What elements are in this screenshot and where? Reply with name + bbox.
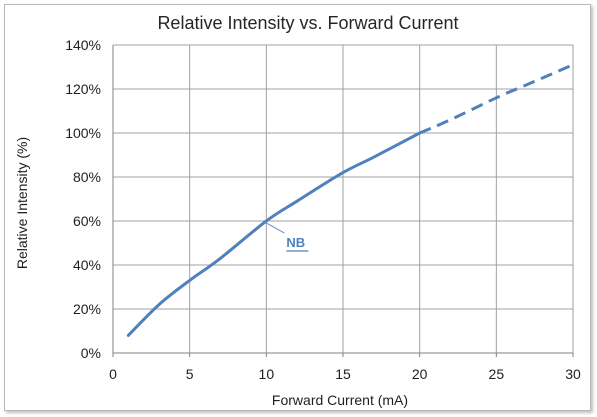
annotation-leader-line xyxy=(266,222,285,234)
y-tick-labels: 0% 20% 40% 60% 80% 100% 120% 140% xyxy=(65,37,101,361)
x-tick-label: 25 xyxy=(489,366,505,382)
chart-title: Relative Intensity vs. Forward Current xyxy=(157,13,458,33)
annotation-label: NB xyxy=(286,235,305,250)
x-tick-label: 10 xyxy=(259,366,275,382)
x-tick-label: 30 xyxy=(565,366,581,382)
x-axis-title: Forward Current (mA) xyxy=(272,392,408,408)
series-line-solid xyxy=(126,131,422,337)
series-line-dashed xyxy=(419,63,574,135)
annotations: NB xyxy=(266,222,309,252)
y-tick-label: 0% xyxy=(81,345,101,361)
x-tick-label: 0 xyxy=(109,366,117,382)
y-tick-label: 120% xyxy=(65,81,101,97)
y-tick-label: 40% xyxy=(73,257,101,273)
series-lines xyxy=(126,63,574,337)
y-tick-label: 140% xyxy=(65,37,101,53)
x-tick-label: 20 xyxy=(412,366,428,382)
chart-frame: Relative Intensity vs. Forward Current 0… xyxy=(4,4,591,411)
line-chart: Relative Intensity vs. Forward Current 0… xyxy=(14,13,581,408)
y-axis-title: Relative Intensity (%) xyxy=(14,137,30,269)
y-tick-label: 60% xyxy=(73,213,101,229)
grid-lines xyxy=(112,44,574,357)
x-tick-label: 5 xyxy=(186,366,194,382)
y-tick-label: 80% xyxy=(73,169,101,185)
y-tick-label: 20% xyxy=(73,301,101,317)
y-tick-label: 100% xyxy=(65,125,101,141)
x-tick-labels: 0 5 10 15 20 25 30 xyxy=(109,366,581,382)
x-tick-label: 15 xyxy=(335,366,351,382)
